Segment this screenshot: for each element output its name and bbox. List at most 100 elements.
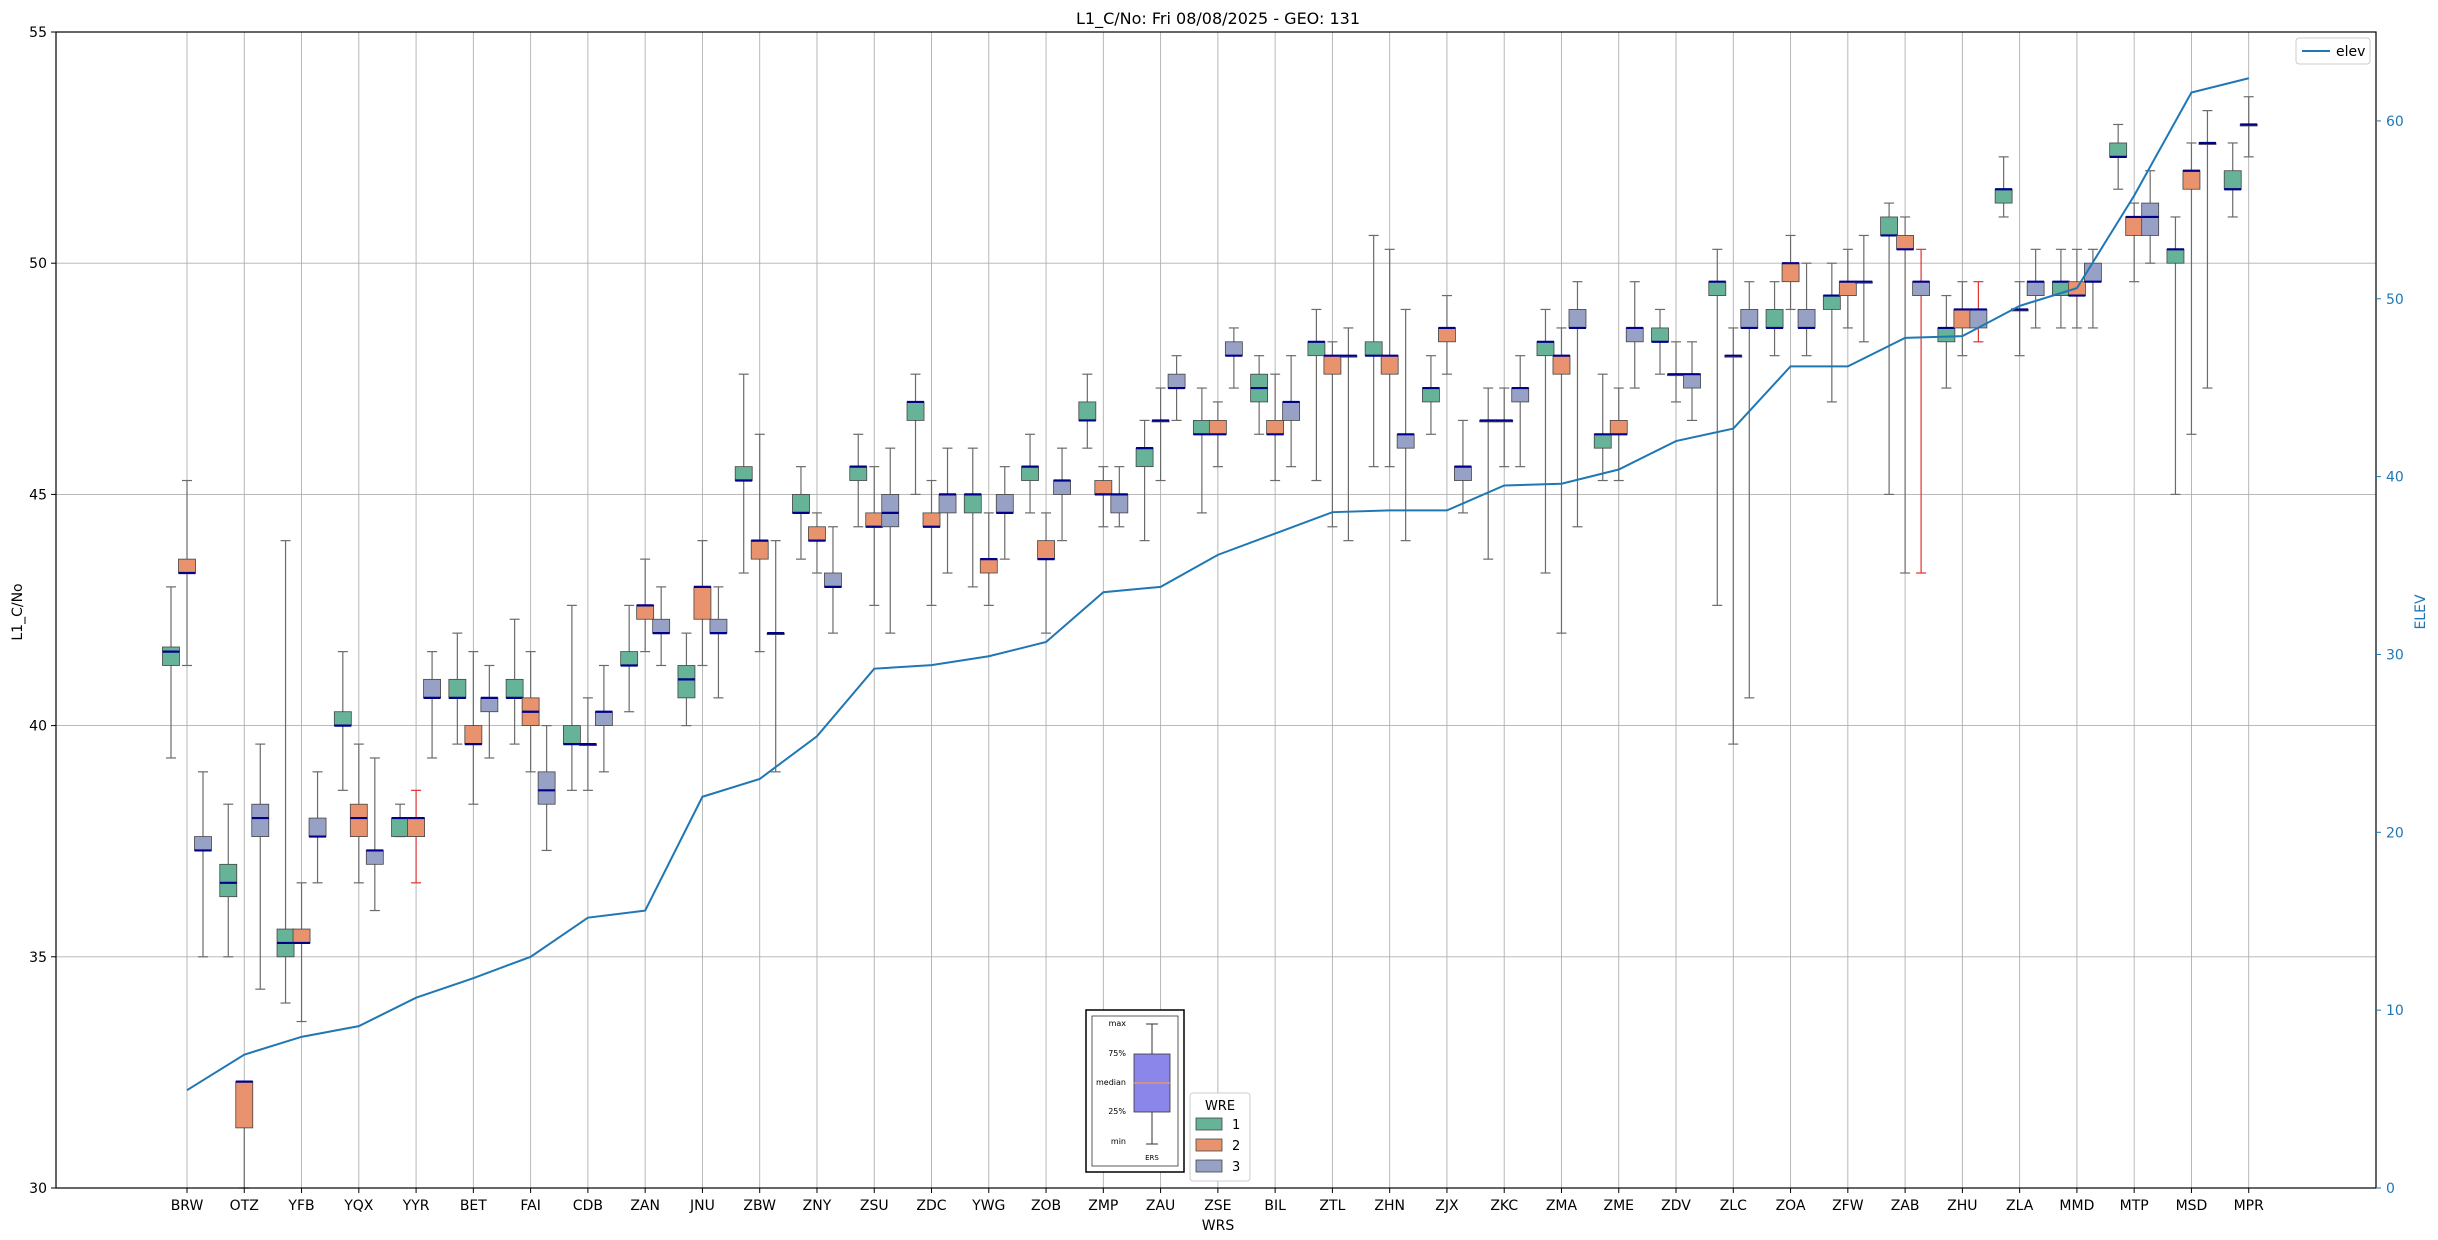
box-iqr <box>1536 341 1555 357</box>
box-iqr <box>1552 355 1571 375</box>
box-iqr <box>1740 309 1759 329</box>
box-iqr <box>1110 493 1129 514</box>
elev-line <box>186 77 2249 1092</box>
x-tick-label: ZOB <box>1031 1198 1061 1214</box>
box-iqr <box>1208 420 1227 435</box>
box-iqr <box>1593 433 1612 449</box>
box-iqr <box>979 558 998 574</box>
box-iqr <box>865 512 884 528</box>
inset-legend-label: min <box>1111 1137 1126 1146</box>
box-iqr <box>636 604 655 620</box>
y-tick-label: 35 <box>29 950 47 966</box>
box-iqr <box>194 836 212 851</box>
box-iqr <box>1422 387 1440 403</box>
box-iqr <box>1053 480 1071 495</box>
y2-axis-label: ELEV <box>2413 594 2429 629</box>
wre-legend-swatch <box>1195 1117 1223 1131</box>
x-tick-label: ZHU <box>1947 1198 1977 1214</box>
box-iqr <box>1323 355 1342 375</box>
box-iqr <box>1838 281 1857 296</box>
box-iqr <box>1896 235 1914 250</box>
box-iqr <box>906 401 925 421</box>
wre-legend-swatch <box>1195 1138 1223 1152</box>
axes: BRW OTZ YFB YQX YYR BET FAI CDB ZAN JNU ZBW ZNY ZSU Z… <box>29 25 2404 1214</box>
inset-legend-label: 75% <box>1108 1049 1126 1058</box>
box-iqr <box>219 863 238 898</box>
box-iqr <box>1683 373 1701 389</box>
box-iqr <box>1307 341 1326 357</box>
box-iqr <box>308 817 327 837</box>
box-iqr <box>1781 262 1800 283</box>
box-iqr <box>423 678 441 699</box>
inset-legend-label: median <box>1096 1078 1126 1087</box>
box-iqr <box>652 618 671 634</box>
wre-legend-label: 1 <box>1232 1118 1240 1133</box>
box-iqr <box>1078 401 1097 421</box>
inset-legend-label: max <box>1109 1019 1127 1028</box>
line-legend-frame <box>2295 37 2371 65</box>
x-tick-label: ZMA <box>1546 1198 1578 1214</box>
box-iqr <box>2182 170 2201 190</box>
box-iqr <box>1094 480 1113 495</box>
y-tick-label: 40 <box>29 719 47 735</box>
box-iqr <box>562 725 581 745</box>
chart-title: L1_C/No: Fri 08/08/2025 - GEO: 131 <box>1076 9 1360 29</box>
x-tick-label: ZDV <box>1661 1198 1691 1214</box>
box-iqr <box>1912 281 1930 296</box>
box-iqr <box>1192 420 1211 435</box>
box-iqr <box>1438 327 1456 343</box>
x-tick-label: OTZ <box>230 1198 259 1214</box>
box-iqr <box>464 725 483 745</box>
box-iqr <box>938 493 957 514</box>
box-iqr <box>365 850 384 865</box>
x-tick-label: ZKC <box>1490 1198 1518 1214</box>
wre-legend-swatch <box>1195 1159 1223 1173</box>
box-iqr <box>620 651 639 666</box>
x-tick-label: MTP <box>2120 1198 2149 1214</box>
y2-tick-label: 40 <box>2386 470 2404 486</box>
box-iqr <box>251 803 270 837</box>
x-tick-label: ZLA <box>2006 1198 2034 1214</box>
x-tick-label: ZMP <box>1088 1198 1118 1214</box>
y2-tick-label: 30 <box>2386 647 2404 663</box>
wre-legend-label: 3 <box>1232 1160 1240 1175</box>
box-iqr <box>963 493 982 514</box>
box-iqr <box>750 540 769 560</box>
box-iqr <box>1511 387 1530 403</box>
box-iqr <box>1167 373 1186 389</box>
x-tick-label: MPR <box>2234 1198 2265 1214</box>
box-iqr <box>2141 202 2160 236</box>
x-tick-label: BIL <box>1264 1198 1286 1214</box>
box-iqr <box>922 512 941 528</box>
box-iqr <box>2109 142 2128 158</box>
box-iqr <box>2166 248 2185 264</box>
x-tick-label: ZSU <box>860 1198 889 1214</box>
box-iqr <box>333 711 352 727</box>
box-iqr <box>1364 341 1383 357</box>
box-iqr <box>881 493 900 528</box>
x-tick-label: YWG <box>971 1198 1005 1214</box>
line-legend-label: elev <box>2336 44 2365 60</box>
x-tick-label: ZBW <box>743 1198 776 1214</box>
y2-tick-label: 60 <box>2386 114 2404 130</box>
x-tick-label: ZNY <box>803 1198 832 1214</box>
grid <box>56 31 2376 1189</box>
box-iqr <box>693 586 712 620</box>
y-tick-label: 30 <box>29 1181 47 1197</box>
box-iqr <box>1765 309 1784 329</box>
wre-legend-frame <box>1189 1092 1251 1182</box>
x-tick-label: YQX <box>343 1198 374 1214</box>
x-tick-label: FAI <box>520 1198 540 1214</box>
box-iqr <box>537 771 556 805</box>
x-tick-label: ZJX <box>1435 1198 1459 1214</box>
x-tick-label: CDB <box>573 1198 603 1214</box>
box-iqr <box>734 466 753 481</box>
x-tick-label: YFB <box>287 1198 314 1214</box>
box-iqr <box>1625 327 1644 343</box>
box-iqr <box>2125 216 2144 236</box>
box-iqr <box>709 618 728 634</box>
box-iqr <box>1224 341 1243 357</box>
box-iqr <box>178 558 196 574</box>
box-iqr <box>1822 295 1841 310</box>
x-tick-label: ZOA <box>1776 1198 1806 1214</box>
